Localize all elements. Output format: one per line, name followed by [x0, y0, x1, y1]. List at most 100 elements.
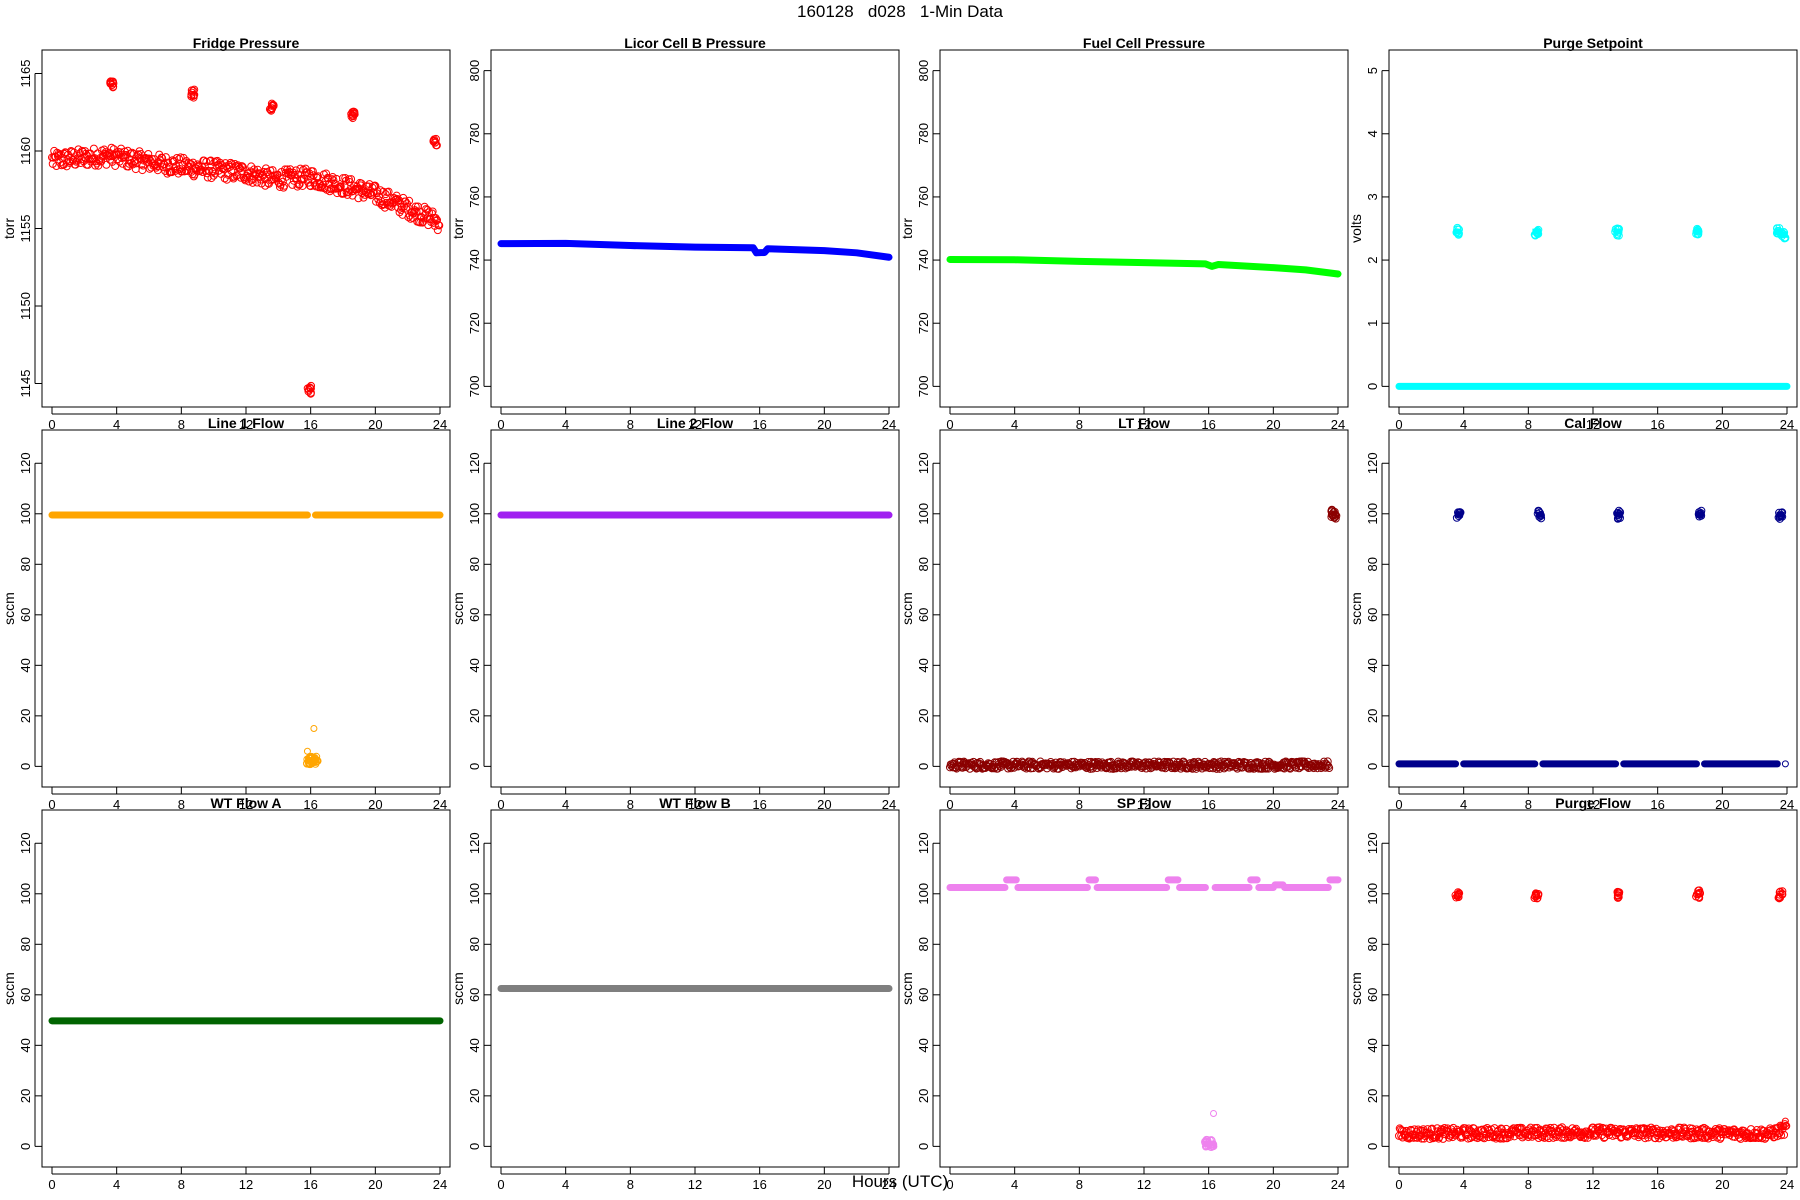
data-point — [303, 747, 311, 755]
y-tick-label: 3 — [1365, 193, 1380, 200]
data-point — [108, 81, 117, 90]
y-tick-label: 720 — [467, 312, 482, 334]
x-tick-label: 8 — [1076, 797, 1083, 812]
x-tick-label: 16 — [1201, 1177, 1215, 1192]
x-tick-label: 0 — [497, 797, 504, 812]
x-tick-label: 4 — [562, 1177, 569, 1192]
y-tick-label: 760 — [916, 186, 931, 208]
x-tick-label: 8 — [1076, 417, 1083, 432]
x-tick-label: 8 — [1525, 1177, 1532, 1192]
y-tick-label: 100 — [467, 883, 482, 905]
data-point — [1439, 1134, 1448, 1143]
y-tick-label: 0 — [467, 1143, 482, 1150]
data-point — [94, 161, 103, 170]
y-tick-label: 700 — [467, 376, 482, 398]
y-axis-label: volts — [1348, 214, 1364, 243]
data-point — [1325, 763, 1334, 772]
y-tick-label: 120 — [916, 452, 931, 474]
y-tick-label: 60 — [916, 608, 931, 622]
data-cluster — [1535, 511, 1544, 518]
x-tick-label: 8 — [1076, 1177, 1083, 1192]
data-point — [1292, 763, 1301, 772]
data-point — [1607, 1124, 1616, 1133]
data-point — [187, 88, 196, 97]
data-point — [1708, 1133, 1717, 1142]
y-tick-label: 780 — [467, 123, 482, 145]
data-series — [946, 255, 1342, 278]
data-cluster — [1614, 511, 1623, 518]
data-point — [433, 216, 442, 225]
data-point — [161, 153, 170, 162]
y-tick-label: 100 — [467, 503, 482, 525]
data-point — [1116, 759, 1125, 768]
panel-title: Line 2 Flow — [657, 415, 733, 431]
data-point — [1322, 761, 1331, 770]
y-tick-label: 20 — [916, 1089, 931, 1103]
y-tick-label: 20 — [18, 709, 33, 723]
y-tick-label: 120 — [1365, 452, 1380, 474]
y-axis-label: torr — [1, 218, 17, 239]
y-tick-label: 0 — [1365, 763, 1380, 770]
y-tick-label: 5 — [1365, 67, 1380, 74]
data-point — [347, 175, 356, 184]
data-point — [1661, 1128, 1670, 1137]
x-tick-label: 0 — [1395, 1177, 1402, 1192]
x-tick-label: 24 — [1780, 797, 1794, 812]
x-tick-label: 12 — [1137, 1177, 1151, 1192]
x-tick-label: 20 — [817, 1177, 831, 1192]
x-tick-label: 8 — [1525, 417, 1532, 432]
data-point — [1781, 760, 1789, 768]
y-tick-label: 4 — [1365, 130, 1380, 137]
x-tick-label: 12 — [239, 1177, 253, 1192]
y-tick-label: 60 — [1365, 608, 1380, 622]
y-tick-label: 20 — [467, 1089, 482, 1103]
data-point — [324, 174, 333, 183]
data-point — [430, 138, 439, 147]
data-point — [405, 196, 414, 205]
x-tick-label: 16 — [1201, 797, 1215, 812]
x-tick-label: 12 — [688, 417, 702, 432]
y-tick-label: 80 — [1365, 557, 1380, 571]
y-tick-label: 0 — [18, 763, 33, 770]
x-tick-label: 24 — [1780, 1177, 1794, 1192]
data-cluster — [1207, 1140, 1216, 1147]
data-point — [89, 144, 98, 153]
data-point — [1781, 1117, 1789, 1125]
data-point — [1480, 1134, 1489, 1143]
data-point — [306, 384, 315, 393]
data-point — [1556, 1124, 1565, 1133]
data-layer — [946, 505, 1341, 773]
x-tick-label: 24 — [433, 797, 447, 812]
data-point — [305, 383, 314, 392]
plot-frame — [41, 809, 451, 1168]
x-tick-label: 24 — [882, 417, 896, 432]
data-layer — [946, 255, 1342, 278]
data-point — [269, 101, 278, 110]
x-tick-label: 8 — [178, 417, 185, 432]
data-point — [384, 187, 393, 196]
data-point — [1322, 759, 1331, 768]
data-point — [350, 107, 359, 116]
y-tick-label: 80 — [1365, 937, 1380, 951]
y-tick-label: 40 — [916, 658, 931, 672]
data-point — [379, 187, 388, 196]
x-tick-label: 4 — [113, 797, 120, 812]
data-point — [1615, 1126, 1624, 1135]
data-point — [164, 158, 173, 167]
x-tick-label: 0 — [48, 417, 55, 432]
plot-frame — [1388, 809, 1798, 1168]
data-point — [304, 387, 313, 396]
x-tick-label: 8 — [627, 417, 634, 432]
plot-frame — [939, 49, 1349, 408]
panel-title: WT Flow A — [210, 795, 281, 811]
data-point — [232, 172, 241, 181]
data-cluster — [1694, 228, 1703, 235]
x-tick-label: 8 — [1525, 797, 1532, 812]
data-point — [248, 178, 257, 187]
x-tick-label: 24 — [433, 417, 447, 432]
data-point — [202, 157, 211, 166]
y-tick-label: 760 — [467, 186, 482, 208]
panel-fridge-pressure: Fridge Pressure 0 4 8 12 16 20 24 1145 1150 1155 11… — [1, 35, 451, 432]
x-tick-label: 4 — [562, 797, 569, 812]
y-tick-label: 60 — [467, 988, 482, 1002]
